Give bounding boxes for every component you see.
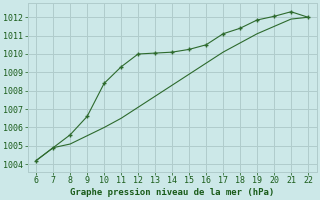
X-axis label: Graphe pression niveau de la mer (hPa): Graphe pression niveau de la mer (hPa)	[70, 188, 274, 197]
